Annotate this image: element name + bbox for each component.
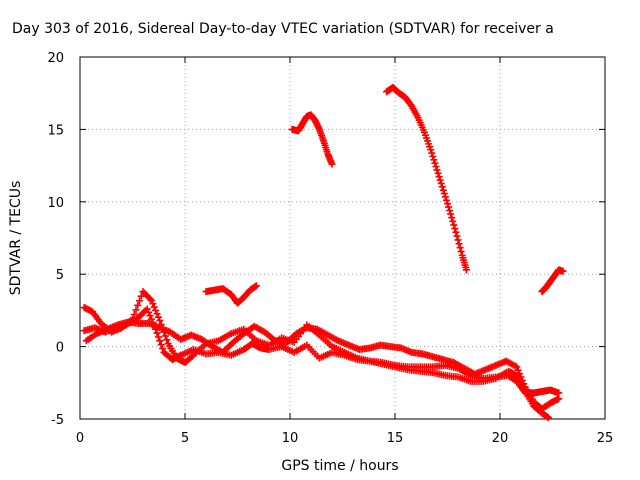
data-series [383, 83, 470, 274]
data-point [428, 149, 436, 157]
data-point [252, 282, 260, 290]
data-point [153, 329, 161, 337]
data-point [435, 173, 443, 181]
data-point [147, 315, 155, 323]
data-point [437, 179, 445, 187]
data-point [150, 322, 158, 330]
data-point [136, 297, 143, 305]
data-point [156, 337, 164, 345]
data-point [442, 196, 450, 204]
data-point [454, 236, 462, 244]
data-point [149, 318, 157, 326]
data-series [202, 282, 260, 307]
data-point [455, 240, 463, 248]
y-tick-label: 0 [56, 341, 64, 356]
data-point [156, 317, 164, 325]
y-axis-label: SDTVAR / TECUs [8, 181, 24, 296]
y-tick-label: 15 [47, 123, 64, 138]
data-point [137, 292, 145, 300]
data-series [80, 305, 552, 422]
data-point [159, 345, 167, 353]
data-point [153, 310, 161, 318]
data-series [288, 111, 336, 168]
data-point [451, 225, 459, 233]
data-point [134, 301, 142, 309]
data-point [444, 200, 451, 208]
y-tick-label: -5 [51, 413, 64, 428]
data-point [462, 266, 470, 274]
data-point [149, 300, 157, 308]
data-point [132, 306, 140, 314]
data-point [154, 333, 162, 341]
y-tick-label: 5 [56, 268, 64, 283]
data-point [456, 244, 464, 252]
data-point [559, 267, 567, 275]
data-point [188, 352, 196, 360]
data-point [544, 414, 552, 422]
data-point [555, 395, 563, 403]
data-point [445, 203, 453, 211]
data-point [450, 221, 458, 229]
data-point [453, 232, 461, 240]
data-point [429, 152, 437, 160]
axis-ticks: 0 5 10 15 20 25 -5 0 5 10 15 20 [47, 51, 613, 446]
x-tick-label: 10 [282, 431, 299, 446]
data-point [432, 163, 440, 171]
data-point [328, 160, 336, 168]
data-point [145, 308, 153, 316]
data-point [427, 146, 435, 154]
data-point [514, 366, 522, 374]
x-tick-label: 20 [492, 431, 509, 446]
data-point [441, 193, 449, 201]
data-point [152, 325, 160, 333]
data-point [457, 248, 465, 256]
x-tick-label: 0 [76, 431, 84, 446]
x-tick-label: 5 [181, 431, 189, 446]
data-point [448, 214, 456, 222]
grid [80, 57, 605, 419]
data-point [440, 190, 448, 198]
data-point [430, 156, 438, 164]
data-point [143, 305, 151, 313]
data-point [154, 313, 162, 321]
chart-title: Day 303 of 2016, Sidereal Day-to-day VTE… [12, 21, 554, 37]
x-tick-label: 15 [387, 431, 404, 446]
plot-frame [79, 56, 606, 420]
data-point [513, 363, 521, 371]
data-point [147, 296, 155, 304]
data-point [439, 186, 447, 194]
data-point [436, 176, 444, 184]
data-point [434, 169, 442, 177]
data-point [431, 159, 439, 167]
data-point [452, 228, 460, 236]
y-tick-label: 20 [47, 51, 64, 66]
data-point [438, 183, 446, 191]
data-point [163, 336, 171, 344]
data-point [146, 312, 154, 320]
y-tick-label: 10 [47, 196, 64, 211]
data-series [538, 266, 567, 296]
data-point [447, 210, 455, 218]
x-tick-label: 25 [597, 431, 614, 446]
data-point [146, 295, 154, 303]
data-point [433, 166, 441, 174]
data-point [152, 306, 160, 314]
data-points [80, 83, 567, 422]
data-point [150, 303, 158, 311]
data-point [446, 206, 454, 214]
data-point [157, 341, 165, 349]
data-point [161, 332, 169, 340]
data-point [449, 217, 457, 225]
x-axis-label: GPS time / hours [281, 458, 398, 474]
